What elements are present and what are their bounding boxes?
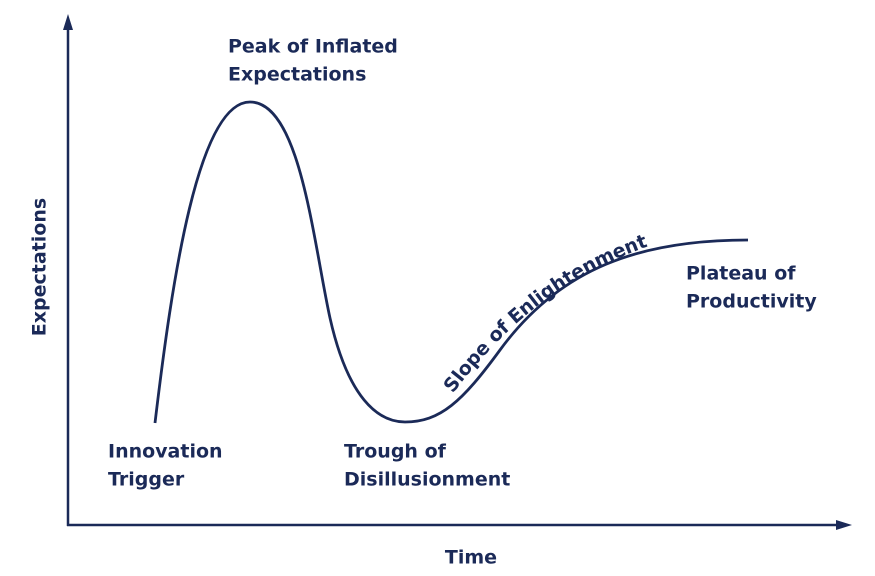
phase-label: Slope of Enlightenment — [439, 230, 650, 397]
phase-label: Expectations — [228, 64, 366, 86]
phase-label: Trough of — [344, 441, 447, 463]
y-axis-arrow — [63, 14, 73, 30]
x-axis-arrow — [836, 520, 852, 530]
slope-label: Slope of Enlightenment — [439, 230, 650, 397]
hype-curve — [153, 100, 749, 424]
phase-label: Plateau of — [686, 263, 796, 285]
phase-label: Peak of Inflated — [228, 36, 398, 58]
x-axis-label: Time — [445, 547, 497, 569]
phase-label: Disillusionment — [344, 469, 510, 491]
phase-label: Innovation — [108, 441, 223, 463]
phase-label: Trigger — [108, 469, 185, 491]
phase-label: Productivity — [686, 291, 817, 313]
y-axis-label: Expectations — [29, 198, 51, 336]
